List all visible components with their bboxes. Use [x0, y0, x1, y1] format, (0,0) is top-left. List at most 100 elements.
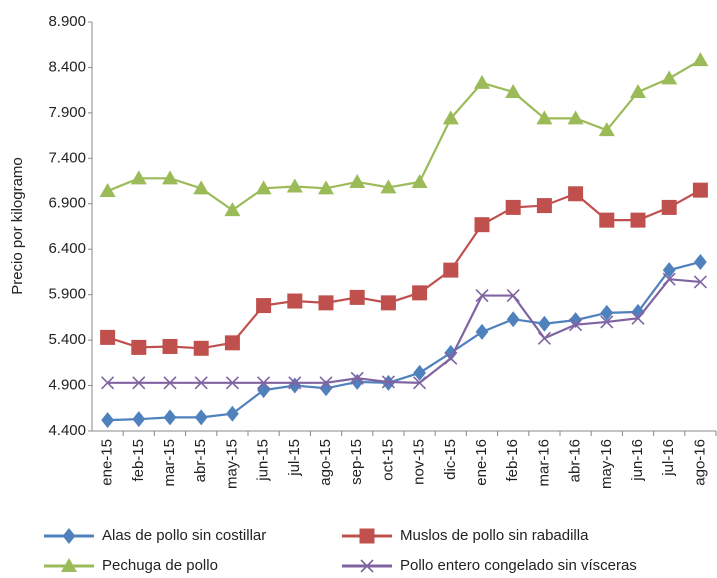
data-point	[226, 405, 239, 422]
data-point	[163, 376, 177, 390]
data-point	[319, 376, 333, 390]
x-tick-label: feb-15	[130, 439, 147, 482]
x-tick-label: nov-15	[411, 439, 428, 485]
data-point	[413, 376, 427, 390]
data-point	[225, 376, 239, 390]
x-tick-label: ago-16	[691, 439, 708, 486]
y-tick-label: 8.400	[48, 58, 86, 75]
data-point	[412, 285, 428, 301]
y-tick-label: 8.900	[48, 13, 86, 30]
data-point	[194, 376, 208, 390]
x-tick-label: ene-15	[99, 439, 116, 486]
data-point	[131, 339, 147, 355]
data-point	[631, 311, 645, 325]
data-point	[569, 318, 583, 332]
data-point	[319, 380, 333, 397]
data-point	[350, 371, 364, 385]
x-tick-label: mar-16	[535, 439, 552, 487]
data-point	[662, 262, 676, 279]
data-point	[474, 217, 490, 233]
data-point	[193, 180, 210, 195]
y-axis-label: Precio por kilogramo	[9, 157, 26, 295]
x-tick-label: jun-16	[629, 439, 646, 482]
x-tick-label: abr-15	[192, 439, 209, 482]
data-point	[257, 382, 270, 399]
data-point	[132, 376, 146, 390]
x-tick-label: may-15	[223, 439, 240, 489]
legend-marker	[359, 528, 375, 544]
legend-label: Muslos de pollo sin rabadilla	[400, 527, 589, 544]
data-point	[162, 338, 178, 354]
data-point	[505, 83, 522, 98]
x-tick-label: dic-15	[442, 439, 459, 480]
data-point	[598, 122, 615, 137]
data-point	[474, 74, 490, 89]
data-point	[100, 329, 116, 345]
legend-label: Pechuga de pollo	[102, 557, 218, 574]
data-point	[224, 202, 241, 217]
data-point	[662, 272, 676, 286]
data-point	[193, 340, 209, 356]
x-tick-label: jun-15	[255, 439, 272, 482]
data-point	[694, 253, 707, 270]
data-point	[475, 289, 489, 303]
data-point	[349, 289, 365, 305]
data-point	[101, 412, 114, 429]
data-point	[536, 198, 552, 214]
data-point	[506, 289, 520, 303]
data-point	[101, 376, 115, 390]
data-point	[194, 409, 208, 426]
legend-marker	[360, 559, 374, 573]
data-point	[349, 173, 366, 188]
y-tick-label: 5.900	[48, 286, 86, 303]
y-tick-label: 4.400	[48, 422, 86, 439]
data-point	[444, 351, 458, 365]
data-point	[413, 364, 426, 381]
data-point	[443, 262, 459, 278]
data-point	[99, 183, 116, 198]
data-point	[256, 298, 272, 314]
data-point	[692, 52, 709, 67]
y-tick-label: 5.400	[48, 331, 86, 348]
data-point	[567, 110, 584, 125]
data-point	[255, 180, 272, 195]
data-point	[224, 335, 240, 351]
data-point	[288, 376, 302, 390]
data-point	[442, 110, 459, 125]
y-tick-label: 7.400	[48, 149, 86, 166]
data-point	[318, 295, 334, 311]
data-point	[693, 275, 707, 289]
data-point	[568, 186, 584, 202]
data-point	[600, 315, 614, 329]
data-point	[536, 110, 553, 125]
data-point	[286, 178, 303, 193]
data-point	[130, 170, 147, 185]
x-tick-label: sep-15	[348, 439, 365, 485]
data-point	[538, 315, 551, 332]
x-tick-label: ago-15	[317, 439, 334, 486]
data-point	[380, 179, 397, 194]
data-point	[288, 377, 302, 394]
data-point	[599, 212, 615, 228]
data-point	[600, 304, 614, 321]
x-tick-label: oct-15	[379, 439, 396, 481]
y-tick-label: 7.900	[48, 104, 86, 121]
legend-label: Pollo entero congelado sin vísceras	[400, 557, 637, 574]
data-point	[381, 375, 395, 389]
series-line	[107, 278, 701, 384]
data-point	[661, 70, 678, 85]
y-tick-label: 6.400	[48, 240, 86, 257]
data-point	[537, 331, 551, 345]
data-point	[506, 311, 520, 328]
data-point	[505, 199, 521, 215]
x-tick-label: jul-16	[660, 439, 677, 477]
x-tick-label: may-16	[598, 439, 615, 489]
x-tick-label: feb-16	[504, 439, 521, 482]
data-point	[380, 295, 396, 311]
legend-marker	[61, 558, 77, 572]
data-point	[411, 173, 428, 188]
data-point	[287, 293, 303, 309]
y-tick-label: 4.900	[48, 377, 86, 394]
data-point	[132, 411, 146, 428]
